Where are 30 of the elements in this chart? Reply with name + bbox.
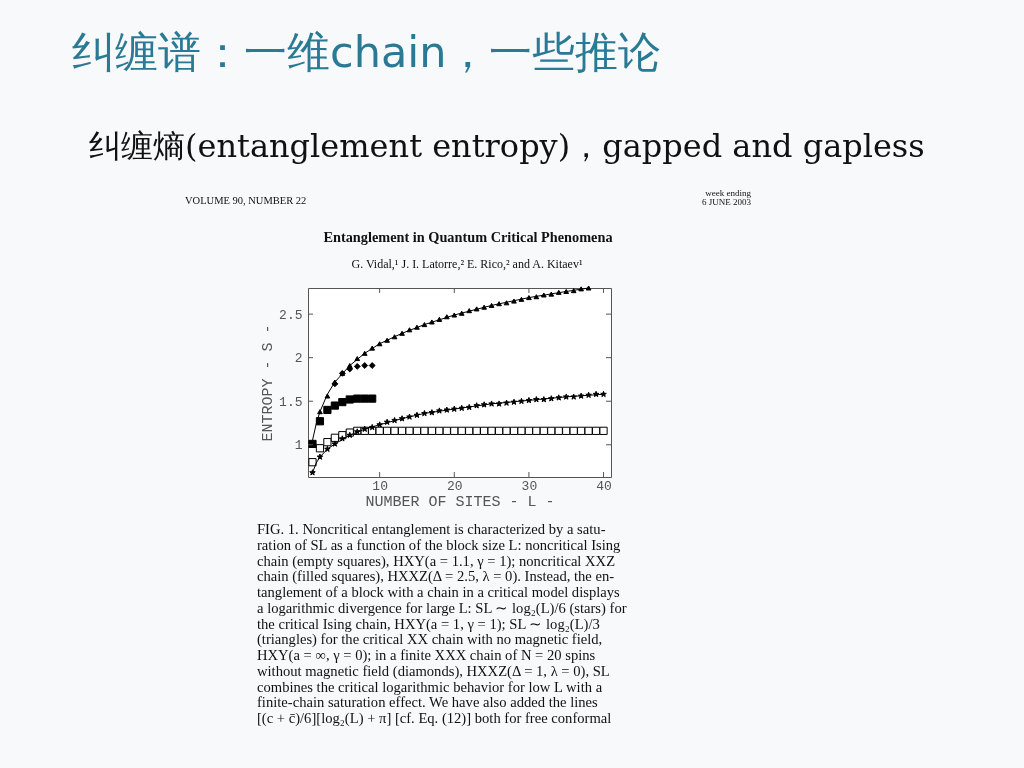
y-tick-label: 1.5 — [279, 394, 303, 410]
y-tick-label: 2.5 — [279, 307, 303, 323]
text: the critical Ising chain, HXY(a = 1, γ = 1); SL ∼ log₂(L)/3 — [257, 615, 600, 633]
text: VOLUME 90, NUMBER 22 — [185, 195, 307, 206]
x-tick-label: 30 — [521, 478, 538, 494]
text: combines the critical logarithmic behavior for low L with a — [257, 678, 603, 695]
text: (triangles) for the critical XX chain with no magnetic field, — [257, 631, 603, 649]
text: tanglement of a block with a chain in a critical model displays — [257, 584, 621, 600]
y-axis-title: ENTROPY - S - — [260, 324, 278, 442]
text: [(c + c̄)/6][log₂(L) + π] [cf. Eq. (12)] both for free conformal — [257, 710, 612, 727]
text: ration of SL as a function of the block size L: noncritical Ising — [257, 536, 622, 553]
text: 6 JUNE 2003 — [702, 197, 752, 207]
x-axis-title: NUMBER OF SITES - L - — [365, 493, 555, 511]
caption: FIG. 1. Noncritical entanglement is characterized by a satu- — [257, 521, 606, 537]
text: week ending — [705, 188, 752, 198]
x-tick-label: 20 — [446, 478, 463, 494]
text: HXY(a = ∞, γ = 0); in a finite XXX chain of N = 20 spins — [257, 647, 596, 664]
x-tick-label: 10 — [372, 478, 388, 494]
text: G. Vidal,¹ J. I. Latorre,² E. Rico,² and A. Kitaev¹ — [351, 257, 583, 271]
y-tick-label: 2 — [294, 351, 303, 367]
chart-subtitle: 纠缠熵(entanglement entropy)，gapped and gapless — [89, 127, 925, 165]
text: finite-chain saturation effect. We have also added the lines — [257, 694, 599, 711]
text: chain (empty squares), HXY(a = 1.1, γ = 1); noncritical XXZ — [257, 552, 616, 570]
text: without magnetic field (diamonds), HXXZ(Δ = 1, λ = 0), SL — [257, 662, 610, 680]
text: Entanglement in Quantum Critical Phenomena — [323, 229, 613, 245]
chart-title: 纠缠谱：一维chain，一些推论 — [72, 27, 662, 77]
text: a logarithmic divergence for large L: SL ∼ log₂(L)/6 (stars) for — [257, 599, 627, 617]
y-tick-label: 1 — [294, 438, 303, 454]
text: chain (filled squares), HXXZ(Δ = 2.5, λ = 0). Instead, the en- — [257, 568, 615, 586]
x-tick-label: 40 — [596, 478, 612, 494]
